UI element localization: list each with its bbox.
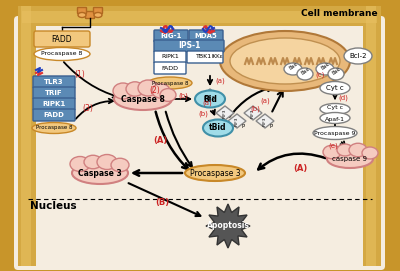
Ellipse shape	[70, 156, 90, 172]
Text: Cell membrane: Cell membrane	[301, 9, 378, 18]
FancyBboxPatch shape	[154, 30, 188, 42]
FancyBboxPatch shape	[22, 11, 377, 23]
FancyBboxPatch shape	[14, 16, 385, 270]
Text: FADD: FADD	[162, 66, 178, 70]
Polygon shape	[256, 114, 274, 128]
Text: (b): (b)	[198, 111, 208, 117]
Text: IPS-1: IPS-1	[178, 41, 200, 50]
FancyBboxPatch shape	[363, 6, 381, 266]
Ellipse shape	[230, 38, 340, 84]
Text: FADD: FADD	[44, 112, 64, 118]
Text: TBK1: TBK1	[196, 54, 212, 60]
Text: Procaspase 3: Procaspase 3	[190, 169, 240, 178]
Text: Cyt c: Cyt c	[327, 105, 343, 109]
FancyBboxPatch shape	[187, 51, 223, 63]
Ellipse shape	[344, 48, 372, 64]
Ellipse shape	[320, 112, 350, 124]
Ellipse shape	[284, 63, 302, 75]
FancyBboxPatch shape	[154, 62, 186, 74]
Text: RIPK1: RIPK1	[42, 101, 66, 107]
Text: Bak: Bak	[320, 61, 330, 71]
Ellipse shape	[138, 80, 158, 96]
Ellipse shape	[313, 127, 357, 140]
FancyBboxPatch shape	[154, 40, 224, 52]
Text: (1): (1)	[75, 70, 85, 79]
Text: tBid: tBid	[209, 124, 227, 133]
Polygon shape	[198, 89, 222, 107]
Ellipse shape	[320, 82, 350, 95]
Text: TLR3: TLR3	[44, 79, 64, 85]
Ellipse shape	[349, 143, 367, 157]
Text: Caspase 3: Caspase 3	[78, 169, 122, 178]
Text: (2): (2)	[150, 86, 160, 95]
FancyBboxPatch shape	[189, 30, 223, 42]
Ellipse shape	[203, 120, 233, 137]
Text: IRF3: IRF3	[204, 95, 216, 101]
Text: IRF3: IRF3	[223, 108, 227, 118]
Ellipse shape	[328, 68, 344, 80]
Text: (c): (c)	[316, 72, 325, 78]
Ellipse shape	[97, 154, 117, 169]
Text: Bax: Bax	[288, 61, 298, 71]
FancyBboxPatch shape	[18, 6, 381, 26]
Text: Cyt c: Cyt c	[326, 85, 344, 91]
Text: P: P	[241, 124, 245, 128]
Ellipse shape	[114, 88, 172, 110]
Text: (A): (A)	[293, 163, 307, 173]
Ellipse shape	[152, 84, 170, 98]
Ellipse shape	[34, 47, 90, 60]
Text: RIPK1: RIPK1	[161, 54, 179, 60]
Text: (d): (d)	[338, 95, 348, 101]
FancyBboxPatch shape	[33, 87, 75, 99]
Polygon shape	[228, 114, 246, 128]
Ellipse shape	[362, 147, 378, 159]
FancyBboxPatch shape	[94, 8, 102, 14]
Ellipse shape	[84, 155, 102, 169]
Ellipse shape	[94, 12, 102, 18]
Ellipse shape	[72, 162, 128, 184]
Text: (a): (a)	[215, 78, 225, 84]
Text: Apaf-1: Apaf-1	[325, 118, 345, 122]
Ellipse shape	[327, 150, 373, 168]
Text: (b): (b)	[250, 106, 260, 112]
Text: RIG-1: RIG-1	[160, 33, 182, 39]
Text: Procaspase 9: Procaspase 9	[314, 131, 356, 136]
Polygon shape	[206, 204, 250, 248]
Text: Procaspase 8: Procaspase 8	[36, 125, 72, 131]
Text: IRF3: IRF3	[235, 116, 239, 126]
Text: IKKε: IKKε	[211, 54, 223, 60]
Ellipse shape	[113, 83, 133, 99]
Text: (B): (B)	[155, 198, 169, 208]
Polygon shape	[216, 106, 234, 120]
Text: Procaspase 8: Procaspase 8	[152, 80, 188, 85]
Ellipse shape	[126, 82, 144, 96]
Text: (A): (A)	[153, 137, 167, 146]
Ellipse shape	[160, 89, 176, 101]
Ellipse shape	[297, 68, 313, 80]
Text: Caspase 8: Caspase 8	[121, 95, 165, 104]
FancyBboxPatch shape	[21, 6, 31, 266]
Text: MDA5: MDA5	[195, 33, 217, 39]
Text: (3): (3)	[82, 104, 94, 112]
FancyBboxPatch shape	[34, 31, 90, 47]
Text: (a): (a)	[202, 100, 212, 106]
Text: IRF3: IRF3	[251, 108, 255, 118]
Ellipse shape	[316, 63, 334, 75]
FancyBboxPatch shape	[33, 109, 75, 121]
Ellipse shape	[220, 31, 350, 91]
Text: Apoptosis: Apoptosis	[206, 221, 250, 231]
Text: (e): (e)	[328, 143, 338, 149]
Ellipse shape	[320, 104, 350, 115]
Ellipse shape	[148, 77, 192, 89]
FancyBboxPatch shape	[78, 8, 86, 14]
Text: (b): (b)	[178, 93, 188, 99]
Text: Procaspase 8: Procaspase 8	[41, 51, 83, 56]
FancyBboxPatch shape	[366, 6, 376, 266]
FancyBboxPatch shape	[154, 51, 186, 63]
Text: Bak: Bak	[331, 66, 341, 76]
Polygon shape	[244, 106, 262, 120]
FancyBboxPatch shape	[86, 11, 94, 18]
Ellipse shape	[337, 144, 353, 156]
Ellipse shape	[111, 158, 129, 172]
